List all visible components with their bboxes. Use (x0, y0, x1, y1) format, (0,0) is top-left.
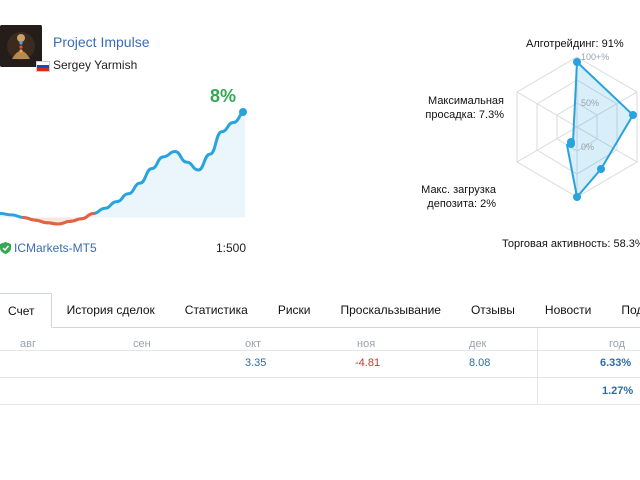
cell-nov: -4.81 (355, 357, 381, 369)
table-divider (0, 377, 640, 378)
tab-news[interactable]: Новости (544, 303, 592, 317)
radar-point-algo (573, 58, 581, 66)
radar-label-load: Макс. загрузка депозита: 2% (396, 183, 496, 211)
radar-label-load-line2: депозита: 2% (427, 198, 496, 210)
radar-scale-zero: 0% (581, 142, 594, 152)
tab-statistics[interactable]: Статистика (184, 303, 248, 317)
radar-scale-top: 100+% (581, 52, 609, 62)
tab-subscribers[interactable]: Под (621, 303, 640, 317)
gain-value: 8% (210, 86, 237, 106)
tab-reviews[interactable]: Отзывы (470, 303, 515, 317)
radar-axis (516, 91, 638, 163)
table-divider (0, 404, 640, 405)
table-divider (0, 350, 640, 351)
avatar[interactable] (0, 25, 42, 67)
verified-shield-icon (0, 242, 11, 254)
col-header-sep: сен (133, 338, 151, 350)
tab-slippage[interactable]: Проскальзывание (340, 303, 441, 317)
leverage-value: 1:500 (216, 241, 247, 255)
radar-label-drawdown-line2: просадка: 7.3% (425, 109, 504, 121)
radar-label-drawdown: Максимальная просадка: 7.3% (396, 94, 504, 122)
tab-account[interactable]: Счет (0, 293, 52, 328)
col-header-year: год (609, 338, 626, 350)
tab-risks[interactable]: Риски (277, 303, 311, 317)
radar-point (597, 165, 605, 173)
cell-year-row1: 6.33% (600, 357, 632, 369)
tab-bar: Счет История сделок Статистика Риски Про… (0, 293, 640, 328)
flag-icon (36, 61, 50, 72)
year-column-divider (537, 329, 538, 405)
radar-point-drawdown (567, 138, 575, 146)
radar-chart: 100+% 50% 0% (516, 52, 638, 201)
cell-oct: 3.35 (245, 357, 267, 369)
broker-link[interactable]: ICMarkets-MT5 (0, 241, 97, 255)
radar-label-load-line1: Макс. загрузка (421, 184, 496, 196)
radar-values (565, 59, 635, 200)
radar-point-activity (573, 193, 581, 201)
col-header-nov: ноя (357, 338, 376, 350)
signal-title[interactable]: Project Impulse (53, 34, 150, 50)
drawdown-line (21, 212, 95, 226)
end-point (239, 108, 247, 116)
col-header-aug: авг (20, 338, 36, 350)
cell-dec: 8.08 (469, 357, 491, 369)
cell-year-row2: 1.27% (602, 385, 634, 397)
radar-label-algo: Алготрейдинг: 91% (526, 38, 624, 50)
growth-area (0, 112, 245, 225)
radar-label-activity: Торговая активность: 58.3% (502, 238, 640, 250)
col-header-dec: дек (469, 338, 487, 350)
radar-scale-mid: 50% (581, 98, 599, 108)
radar-point (629, 111, 637, 119)
growth-chart (0, 108, 247, 226)
broker-name: ICMarkets-MT5 (14, 241, 97, 255)
avatar-image (0, 25, 42, 67)
author-name[interactable]: Sergey Yarmish (53, 58, 138, 72)
tab-history[interactable]: История сделок (66, 303, 155, 317)
radar-label-drawdown-line1: Максимальная (428, 95, 504, 107)
col-header-oct: окт (245, 338, 262, 350)
